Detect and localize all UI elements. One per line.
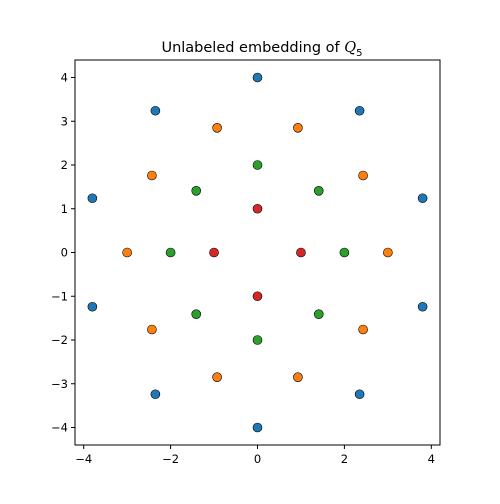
data-point — [191, 186, 202, 196]
data-point — [293, 372, 303, 382]
data-point — [313, 186, 324, 196]
data-point — [87, 301, 98, 312]
data-point — [191, 309, 202, 319]
points-layer — [87, 72, 428, 433]
y-tick-label: 2 — [61, 158, 68, 172]
x-tick-label: 0 — [254, 452, 261, 466]
data-point — [212, 372, 222, 382]
y-tick-label: 3 — [61, 114, 68, 128]
data-point — [417, 193, 428, 204]
data-point — [150, 105, 161, 116]
data-point — [252, 72, 263, 83]
data-point — [252, 422, 263, 433]
axes-layer: −4 −2 0 2 4 −4 −3 −2 −1 0 1 2 3 4 — [51, 59, 441, 466]
y-tick-label: −2 — [51, 333, 68, 347]
data-point — [358, 324, 368, 335]
data-point — [252, 160, 263, 170]
x-tick-label: 2 — [341, 452, 348, 466]
data-point — [313, 309, 324, 319]
data-point — [165, 247, 176, 258]
data-point — [252, 335, 263, 345]
y-tick-label: −3 — [51, 377, 68, 391]
data-point — [417, 301, 428, 312]
data-point — [147, 324, 157, 335]
chart-title-subscript: 5 — [356, 48, 362, 59]
chart-title: Unlabeled embedding of Q5 — [161, 40, 362, 59]
chart-title-text: Unlabeled embedding of — [161, 40, 344, 56]
data-point — [339, 247, 350, 258]
y-tick-label: −1 — [51, 289, 68, 303]
y-tick-label: 0 — [61, 246, 68, 260]
data-point — [252, 203, 263, 214]
data-point — [212, 123, 222, 133]
data-point — [147, 170, 157, 181]
y-tick-label: 1 — [61, 202, 68, 216]
x-tick-label: −4 — [75, 452, 92, 466]
data-point — [296, 247, 306, 258]
data-point — [209, 247, 219, 258]
chart-title-math: Q — [344, 40, 356, 56]
data-point — [358, 170, 368, 181]
y-tick-label: −4 — [51, 421, 68, 435]
data-point — [293, 123, 303, 133]
data-point — [383, 247, 393, 258]
x-tick-label: −2 — [162, 452, 179, 466]
data-point — [122, 247, 132, 258]
data-point — [87, 193, 98, 204]
data-point — [150, 389, 161, 400]
data-point — [252, 291, 263, 302]
data-point — [354, 389, 365, 400]
y-tick-label: 4 — [61, 71, 68, 85]
x-tick-label: 4 — [428, 452, 435, 466]
data-point — [354, 105, 365, 116]
